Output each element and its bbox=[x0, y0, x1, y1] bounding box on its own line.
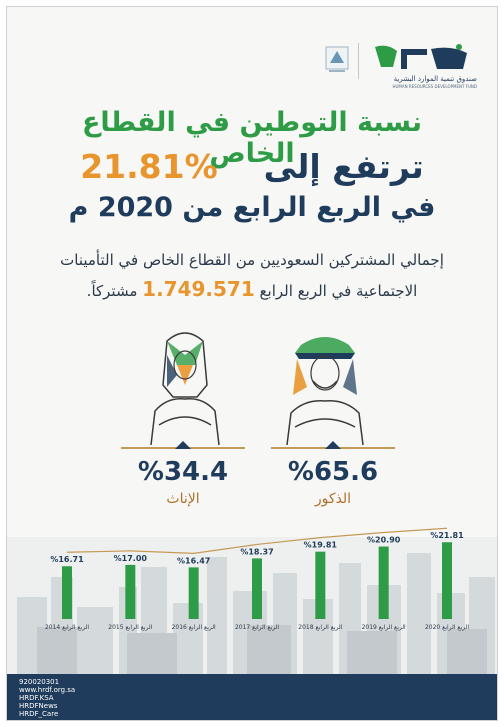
chart-category-label: الربع الرابع 2014 bbox=[45, 624, 89, 631]
female-label: الإناث bbox=[166, 491, 200, 507]
male-percentage: %65.6 bbox=[287, 457, 379, 487]
footer-phone[interactable]: 920020301 bbox=[19, 678, 60, 686]
headline-line-3: في الربع الرابع من 2020 م bbox=[68, 192, 436, 223]
headline-percentage: %21.81 bbox=[80, 147, 218, 186]
infographic: صندوق تنمية الموارد البشرية HUMAN RESOUR… bbox=[6, 6, 498, 721]
logo-divider bbox=[358, 43, 359, 79]
chart-data-label: %19.81 bbox=[304, 541, 338, 550]
chart-bar bbox=[378, 546, 389, 619]
chart-bar bbox=[315, 551, 326, 619]
chart-trend-line bbox=[66, 527, 448, 554]
description-line-2: الاجتماعية في الربع الرابع 1.749.571 مشت… bbox=[37, 277, 467, 301]
hrdf-logo-icon bbox=[375, 44, 467, 69]
chart-data-label: %21.81 bbox=[430, 531, 464, 540]
footer-social-3[interactable]: HRDF_Care bbox=[19, 710, 59, 718]
footer-social-2[interactable]: HRDFNews bbox=[19, 702, 58, 710]
saudization-bar-chart: %16.71 الربع الرابع 2014 %17.00 الربع الراب… bbox=[45, 527, 469, 631]
chart-category-label: الربع الرابع 2016 bbox=[172, 624, 216, 631]
description-suffix: مشتركاً. bbox=[86, 282, 138, 300]
hrdf-logo: صندوق تنمية الموارد البشرية HUMAN RESOUR… bbox=[367, 41, 477, 89]
chart-data-label: %16.47 bbox=[177, 556, 210, 565]
subscriber-count: 1.749.571 bbox=[142, 277, 255, 301]
footer-bar: 920020301 www.hrdf.org.sa HRDF.KSA HRDFN… bbox=[7, 674, 497, 720]
chart-category-label: الربع الرابع 2017 bbox=[235, 624, 279, 631]
chart-bar bbox=[188, 567, 199, 619]
description-prefix: الاجتماعية في الربع الرابع bbox=[259, 282, 418, 300]
headline-rise-text: ترتفع إلى bbox=[263, 147, 424, 186]
chart-bar bbox=[62, 566, 72, 619]
female-figure-icon bbox=[150, 332, 220, 445]
chart-category-label: الربع الرابع 2020 bbox=[425, 624, 469, 631]
chart-bar bbox=[125, 564, 136, 619]
chart-bar bbox=[252, 558, 262, 619]
logo-arabic-name: صندوق تنمية الموارد البشرية bbox=[393, 75, 477, 83]
chart-bar bbox=[442, 542, 452, 619]
footer-social-1[interactable]: HRDF.KSA bbox=[19, 694, 54, 702]
chart-data-label: %17.00 bbox=[114, 554, 148, 563]
chart-category-label: الربع الرابع 2019 bbox=[362, 624, 406, 631]
chart-data-label: %18.37 bbox=[240, 547, 273, 556]
partner-logo-icon bbox=[325, 46, 349, 72]
male-figure-icon bbox=[286, 337, 364, 445]
chart-category-label: الربع الرابع 2018 bbox=[298, 624, 342, 631]
female-caret-icon bbox=[175, 441, 191, 449]
headline-line-1: نسبة التوطين في القطاع الخاص bbox=[81, 107, 422, 169]
female-percentage: %34.4 bbox=[137, 457, 229, 487]
chart-category-label: الربع الرابع 2015 bbox=[108, 624, 152, 631]
headline-line-2: ترتفع إلى %21.81 bbox=[37, 147, 467, 186]
footer-website[interactable]: www.hrdf.org.sa bbox=[19, 686, 76, 694]
chart-data-label: %16.71 bbox=[50, 555, 84, 564]
description-line-1: إجمالي المشتركين السعوديين من القطاع الخ… bbox=[60, 251, 444, 269]
logo-english-name: HUMAN RESOURCES DEVELOPMENT FUND bbox=[392, 84, 477, 89]
male-caret-icon bbox=[325, 441, 341, 449]
chart-data-label: %20.90 bbox=[367, 536, 401, 545]
male-label: الذكور bbox=[314, 491, 352, 507]
